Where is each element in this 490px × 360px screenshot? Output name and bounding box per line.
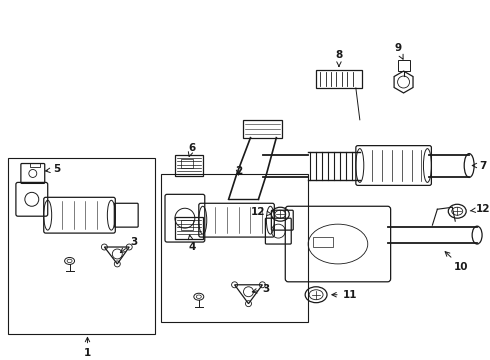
Text: 5: 5 bbox=[46, 165, 60, 175]
Bar bbox=[161, 175, 308, 321]
Bar bbox=[397, 60, 410, 71]
Bar bbox=[313, 237, 333, 247]
Text: 7: 7 bbox=[472, 161, 487, 171]
Text: 1: 1 bbox=[84, 337, 91, 358]
Text: 12: 12 bbox=[251, 207, 271, 217]
Text: 3: 3 bbox=[252, 284, 270, 294]
Bar bbox=[30, 162, 40, 167]
Text: 8: 8 bbox=[335, 50, 343, 66]
Bar bbox=[181, 158, 193, 168]
Text: 4: 4 bbox=[188, 235, 196, 252]
Bar bbox=[8, 158, 155, 334]
Text: 2: 2 bbox=[235, 166, 242, 176]
Text: 11: 11 bbox=[332, 290, 357, 300]
Text: 6: 6 bbox=[188, 143, 196, 157]
Text: 9: 9 bbox=[394, 43, 403, 59]
Text: 10: 10 bbox=[445, 252, 468, 272]
Text: 12: 12 bbox=[470, 204, 490, 214]
Text: 3: 3 bbox=[121, 237, 138, 253]
Bar bbox=[181, 220, 193, 230]
